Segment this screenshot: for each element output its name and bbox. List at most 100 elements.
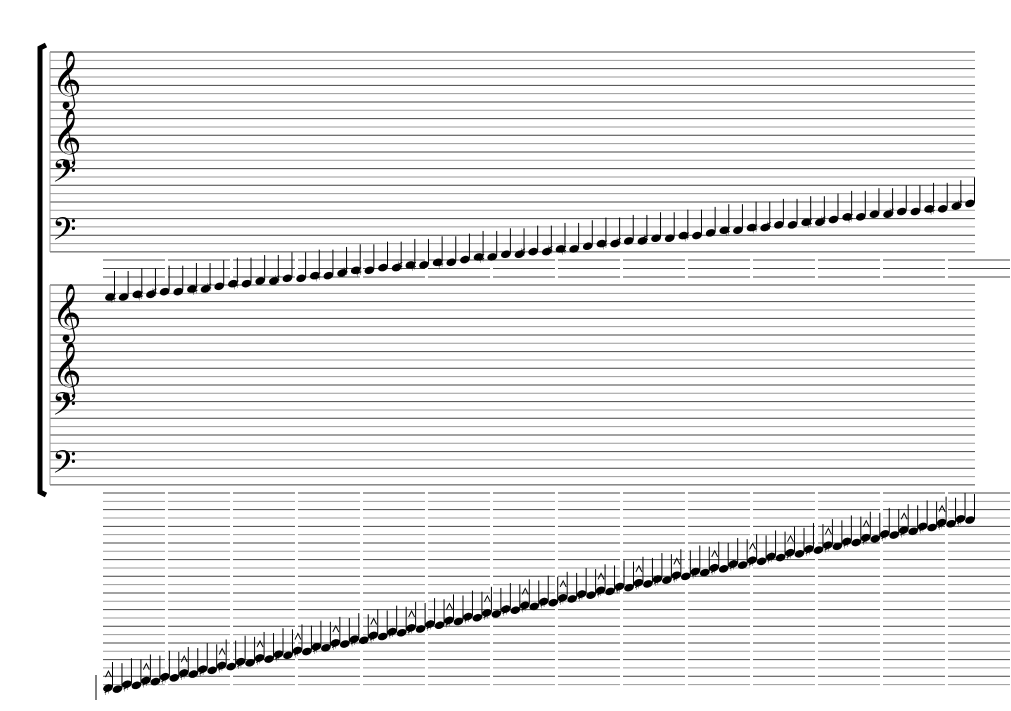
sharp-icon: ♯: [160, 670, 167, 688]
notehead: [774, 221, 784, 229]
arrow-up-icon: [256, 639, 264, 648]
notehead: [519, 601, 530, 610]
notehead: [339, 640, 350, 648]
notehead: [453, 617, 464, 626]
notehead: [510, 606, 521, 614]
notehead: [122, 680, 132, 689]
notehead: [586, 591, 596, 599]
bass-clef-icon: 𝄢: [52, 386, 76, 430]
notehead: [787, 221, 798, 229]
notehead: [541, 247, 552, 256]
notehead: [118, 293, 129, 301]
sharp-icon: ♯: [388, 625, 395, 643]
notehead: [283, 651, 293, 660]
notehead: [576, 590, 587, 598]
notehead: [529, 602, 540, 611]
notehead: [103, 684, 113, 692]
notehead: [500, 605, 511, 613]
notehead: [692, 231, 702, 240]
notehead: [946, 519, 956, 528]
arrow-up-icon: [749, 542, 757, 550]
notehead: [235, 657, 246, 666]
sharp-icon: ♯: [765, 217, 772, 235]
bracket-line: [37, 42, 48, 498]
sharp-icon: ♯: [729, 557, 736, 575]
notehead: [624, 583, 634, 592]
notehead: [377, 632, 388, 641]
notehead: [910, 207, 921, 216]
notehead: [282, 274, 293, 283]
notehead: [813, 546, 824, 554]
sharp-icon: ♯: [192, 281, 199, 299]
sharp-icon: ♯: [748, 553, 755, 571]
notehead: [898, 526, 909, 534]
notehead: [487, 253, 498, 261]
clefs: 𝄞𝄞𝄢𝄢𝄞𝄞𝄢𝄢: [52, 50, 82, 488]
sharp-icon: ♯: [331, 636, 338, 654]
notehead: [804, 545, 814, 553]
arrow-up-icon: [105, 670, 112, 678]
notehead: [292, 646, 303, 655]
notehead: [623, 237, 634, 245]
notehead: [214, 282, 225, 291]
notehead: [785, 548, 795, 557]
sharp-icon: ♯: [293, 644, 300, 662]
sharp-icon: ♯: [236, 655, 243, 673]
notehead: [187, 285, 197, 293]
notehead: [582, 242, 593, 251]
notehead: [302, 647, 312, 656]
notehead: [350, 266, 361, 275]
sharp-icon: ♯: [539, 595, 546, 613]
notehead: [842, 213, 852, 221]
notehead: [514, 250, 525, 259]
sharp-icon: ♯: [217, 659, 224, 677]
sharp-icon: ♯: [198, 662, 205, 680]
notehead: [883, 210, 893, 218]
notehead: [337, 269, 347, 277]
notehead: [652, 575, 663, 583]
arrow-up-icon: [900, 512, 908, 520]
arrow-up-icon: [370, 617, 378, 625]
sharp-icon: ♯: [103, 681, 110, 699]
arrow-up-icon: [294, 632, 302, 640]
sharp-icon: ♯: [520, 598, 527, 616]
notehead: [801, 218, 812, 226]
notehead: [855, 213, 866, 221]
sharp-icon: ♯: [937, 516, 944, 534]
sharp-icon: ♯: [918, 520, 925, 538]
sharp-icon: ♯: [596, 583, 603, 601]
sharp-icon: ♯: [122, 677, 129, 695]
notehead: [662, 576, 672, 584]
treble-clef-icon: 𝄞: [52, 50, 82, 111]
sharp-icon: ♯: [519, 244, 526, 262]
notehead: [728, 560, 739, 568]
notehead: [596, 239, 607, 248]
notehead: [432, 258, 443, 267]
notehead: [927, 523, 937, 532]
arrow-up-icon: [408, 609, 416, 618]
notehead: [823, 541, 833, 549]
arrow-up-icon: [180, 654, 188, 663]
sharp-icon: ♯: [767, 550, 774, 568]
sharp-icon: ♯: [407, 621, 414, 639]
notehead: [378, 263, 388, 272]
sharp-icon: ♯: [751, 220, 758, 238]
sharp-icon: ♯: [426, 617, 433, 635]
notehead: [951, 202, 962, 210]
bass-clef-icon: 𝄢: [52, 211, 76, 255]
sharp-icon: ♯: [653, 572, 660, 590]
staff-lines: [49, 51, 1010, 686]
notehead: [150, 677, 161, 686]
treble-clef-icon: 𝄞: [52, 108, 82, 169]
notehead: [842, 537, 852, 546]
notehead: [664, 234, 675, 243]
notehead: [169, 674, 180, 682]
sharp-icon: ♯: [861, 531, 868, 549]
notehead: [207, 666, 218, 675]
notehead: [719, 226, 730, 234]
sharp-icon: ♯: [724, 222, 731, 240]
arrow-up-icon: [559, 579, 567, 588]
notehead: [908, 527, 919, 536]
notehead: [501, 250, 511, 259]
sharp-icon: ♯: [312, 640, 319, 658]
